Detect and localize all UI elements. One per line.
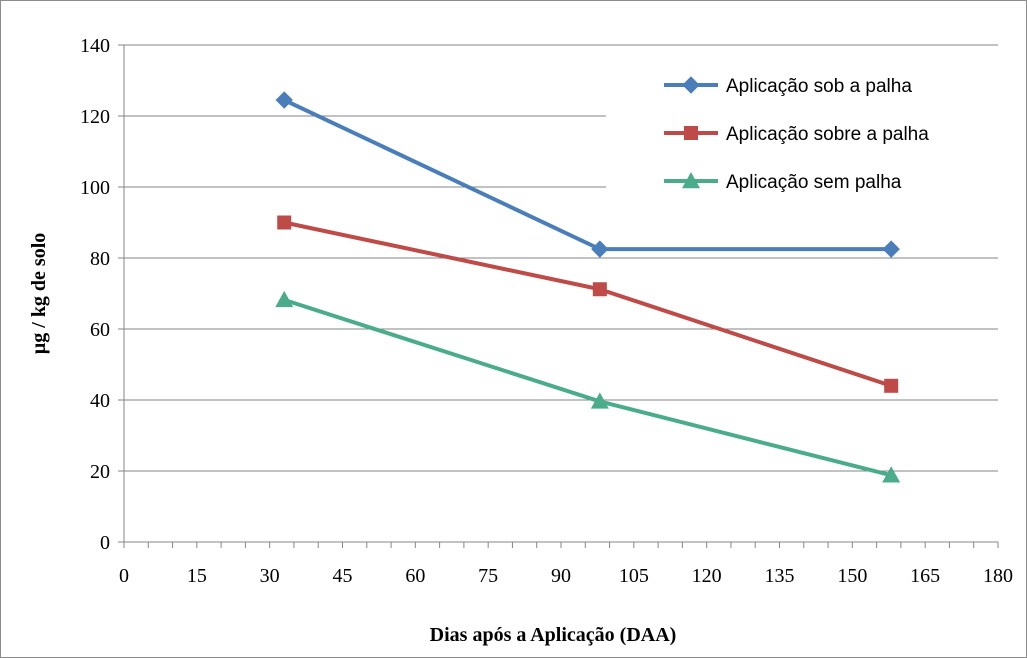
y-tick-label: 120 bbox=[80, 106, 110, 128]
data-point bbox=[277, 215, 292, 230]
y-axis-title: µg / kg de solo bbox=[28, 233, 50, 355]
series-line bbox=[283, 297, 892, 478]
x-tick-label: 90 bbox=[551, 565, 571, 587]
x-tick-label: 15 bbox=[187, 565, 207, 587]
y-tick-label: 20 bbox=[90, 461, 110, 483]
x-tick-label: 0 bbox=[119, 565, 129, 587]
x-tick-label: 180 bbox=[983, 565, 1013, 587]
legend-item-3: Aplicação sem palha bbox=[664, 172, 902, 193]
x-tick-label: 60 bbox=[405, 565, 425, 587]
data-point bbox=[882, 466, 901, 483]
x-tick-label: 135 bbox=[765, 565, 795, 587]
series-1 bbox=[275, 91, 900, 258]
legend-marker bbox=[682, 172, 700, 189]
legend-label: Aplicação sob a palha bbox=[726, 76, 912, 97]
x-tick-label: 165 bbox=[910, 565, 940, 587]
x-tick-label: 120 bbox=[692, 565, 722, 587]
legend-item-1: Aplicação sob a palha bbox=[664, 76, 912, 97]
legend: Aplicação sob a palha Aplicação sobre a p… bbox=[664, 76, 929, 193]
data-point bbox=[884, 378, 899, 393]
series-group bbox=[275, 91, 901, 483]
series-3 bbox=[275, 290, 901, 483]
data-point bbox=[592, 282, 607, 297]
y-tick-label: 100 bbox=[80, 177, 110, 199]
x-tick-label: 105 bbox=[619, 565, 649, 587]
data-point bbox=[882, 240, 900, 258]
legend-label: Aplicação sobre a palha bbox=[726, 124, 929, 145]
legend-item-2: Aplicação sobre a palha bbox=[664, 124, 929, 145]
legend-marker bbox=[682, 76, 700, 94]
y-tick-label: 0 bbox=[100, 532, 110, 554]
x-axis-title: Dias após a Aplicação (DAA) bbox=[430, 624, 677, 646]
x-tick-label: 75 bbox=[478, 565, 498, 587]
data-point bbox=[275, 290, 294, 308]
series-2 bbox=[277, 215, 899, 393]
data-point bbox=[275, 91, 293, 109]
legend-marker bbox=[684, 126, 698, 140]
y-tick-label: 80 bbox=[90, 248, 110, 270]
x-tick-label: 150 bbox=[837, 565, 867, 587]
y-tick-label: 60 bbox=[90, 319, 110, 341]
data-point bbox=[590, 392, 609, 409]
legend-label: Aplicação sem palha bbox=[726, 172, 902, 193]
gridlines bbox=[124, 44, 998, 472]
y-tick-label: 40 bbox=[90, 390, 110, 412]
x-tick-label: 30 bbox=[260, 565, 280, 587]
x-tick-label: 45 bbox=[333, 565, 353, 587]
series-line bbox=[283, 220, 892, 388]
data-point bbox=[591, 240, 609, 258]
y-tick-label: 140 bbox=[80, 35, 110, 57]
axes: 0 20 40 60 80 100 120 140 0 15 30 45 60 75 90 105 120 135… bbox=[80, 35, 1013, 587]
